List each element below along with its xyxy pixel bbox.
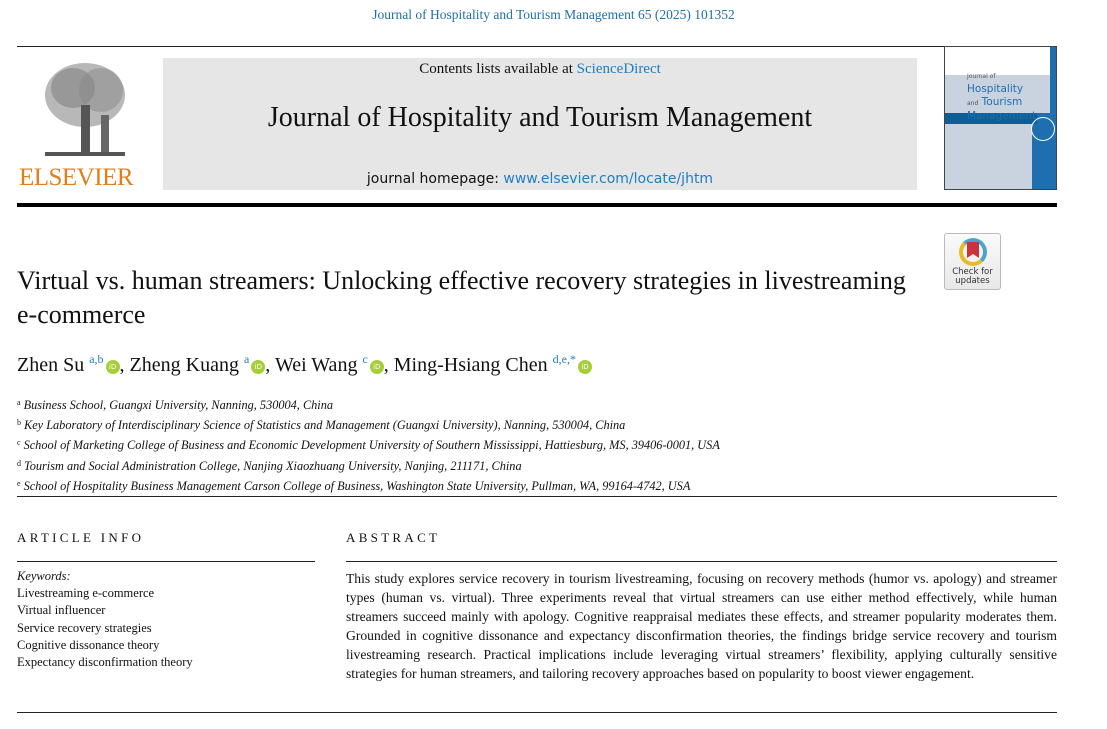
tree-icon	[45, 63, 125, 156]
check-updates-label: Check for	[952, 267, 993, 277]
author-affil-ref[interactable]: c	[362, 352, 368, 366]
divider	[17, 496, 1057, 497]
author-affil-ref[interactable]: d,e,*	[552, 352, 576, 366]
check-updates-icon	[959, 238, 987, 266]
journal-citation[interactable]: Journal of Hospitality and Tourism Manag…	[372, 7, 735, 22]
author-affil-ref[interactable]: a,b	[89, 352, 104, 366]
article-title: Virtual vs. human streamers: Unlocking e…	[17, 266, 906, 329]
divider	[17, 712, 1057, 713]
keyword-item: Service recovery strategies	[17, 620, 152, 635]
affiliation-item: c School of Marketing College of Business…	[17, 438, 720, 453]
keyword-item: Livestreaming e-commerce	[17, 586, 155, 601]
homepage-link[interactable]: www.elsevier.com/locate/jhtm	[503, 171, 714, 187]
contents-prefix: Contents lists available at	[419, 61, 577, 77]
sciencedirect-link[interactable]: ScienceDirect	[576, 61, 661, 77]
check-updates-label-2: updates	[955, 276, 990, 286]
journal-masthead: Contents lists available at ScienceDirec…	[163, 58, 917, 190]
keyword-item: Cognitive dissonance theory	[17, 637, 160, 652]
author-name[interactable]: Zheng Kuang	[129, 354, 239, 376]
divider	[17, 561, 315, 562]
bookmark-icon	[967, 242, 979, 258]
divider	[17, 46, 944, 47]
cover-title: Journal of Hospitality and Tourism Manag…	[967, 73, 1037, 122]
journal-title: Journal of Hospitality and Tourism Manag…	[267, 102, 813, 133]
affiliation-item: a Business School, Guangxi University, Na…	[17, 398, 334, 412]
orcid-icon[interactable]: iD	[105, 360, 120, 374]
check-for-updates-button[interactable]: Check for updates	[944, 233, 1001, 290]
journal-cover-image[interactable]: Journal of Hospitality and Tourism Manag…	[944, 46, 1057, 190]
divider	[346, 561, 1057, 562]
orcid-icon[interactable]: iD	[251, 360, 266, 374]
keyword-item: Expectancy disconfirmation theory	[17, 655, 193, 670]
logo-wordmark: ELSEVIER	[18, 164, 134, 191]
orcid-icon[interactable]: iD	[577, 360, 592, 374]
keyword-item: Virtual influencer	[17, 603, 106, 618]
affiliation-item: b Key Laboratory of Interdisciplinary Sci…	[17, 418, 626, 433]
elsevier-logo[interactable]: ELSEVIER	[17, 58, 135, 192]
affiliation-item: e School of Hospitality Business Manageme…	[17, 478, 691, 493]
author-name[interactable]: Wei Wang	[274, 354, 358, 376]
keywords-list: Keywords: Livestreaming e-commerce Virtu…	[17, 568, 193, 671]
homepage-prefix: journal homepage:	[366, 171, 504, 187]
author-name[interactable]: Ming-Hsiang Chen	[393, 354, 548, 376]
affiliations: a Business School, Guangxi University, Na…	[17, 394, 720, 495]
affiliation-item: d Tourism and Social Administration Colle…	[17, 458, 522, 473]
divider-thick	[17, 203, 1057, 207]
homepage-line: journal homepage: www.elsevier.com/locat…	[163, 171, 917, 187]
author-list: Zhen Su a,biD, Zheng Kuang aiD, Wei Wang…	[17, 352, 592, 377]
article-info-heading: ARTICLE INFO	[17, 530, 145, 545]
abstract-heading: ABSTRACT	[346, 530, 441, 545]
orcid-icon[interactable]: iD	[369, 360, 384, 374]
abstract-text: This study explores service recovery in …	[346, 571, 1057, 681]
author-name[interactable]: Zhen Su	[17, 354, 85, 376]
author-affil-ref[interactable]: a	[243, 352, 250, 366]
keywords-label: Keywords:	[17, 569, 71, 583]
contents-line: Contents lists available at ScienceDirec…	[163, 61, 917, 78]
